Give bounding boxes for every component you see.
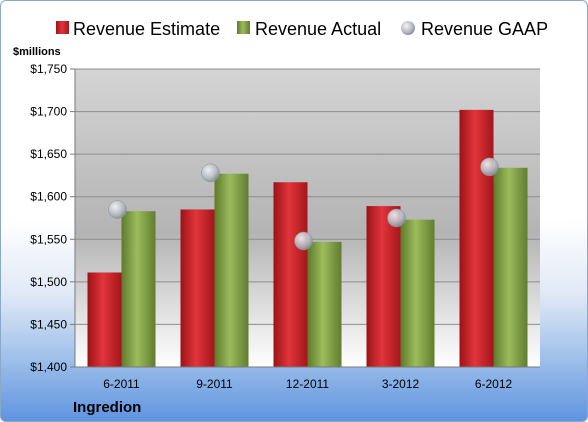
legend-label-estimate: Revenue Estimate xyxy=(73,19,220,39)
y-tick-label: $1,450 xyxy=(30,317,67,331)
y-tick-label: $1,550 xyxy=(30,232,67,246)
legend: Revenue Estimate Revenue Actual Revenue … xyxy=(56,19,548,39)
bar-revenue-actual xyxy=(121,211,156,367)
marker-revenue-gaap xyxy=(294,231,313,251)
y-tick-label: $1,650 xyxy=(30,147,67,161)
y-tick-label: $1,750 xyxy=(30,62,67,76)
bar-revenue-estimate xyxy=(87,272,122,367)
marker-revenue-gaap xyxy=(201,163,220,183)
x-axis: 6-2011 9-2011 12-2011 3-2012 6-2012 xyxy=(75,366,540,391)
legend-swatch-gaap xyxy=(401,21,415,35)
bar-revenue-estimate xyxy=(180,209,215,367)
bars xyxy=(87,109,528,368)
x-tick-label: 12-2011 xyxy=(286,377,329,391)
bar-revenue-actual xyxy=(307,241,342,367)
unit-label: $millions xyxy=(13,46,61,58)
y-axis: $1,400 $1,450 $1,500 $1,550 $1,600 $1,650 $1,7… xyxy=(30,62,76,374)
y-tick-label: $1,600 xyxy=(30,190,67,204)
marker-revenue-gaap xyxy=(387,208,406,228)
bar-revenue-estimate xyxy=(366,206,401,367)
x-tick-label: 9-2011 xyxy=(196,377,233,391)
y-tick-label: $1,400 xyxy=(30,360,67,374)
bar-revenue-actual xyxy=(493,167,528,367)
bar-revenue-estimate xyxy=(459,109,494,368)
y-tick-label: $1,500 xyxy=(30,275,67,289)
marker-revenue-gaap xyxy=(480,157,499,177)
legend-swatch-actual xyxy=(237,21,250,34)
legend-label-gaap: Revenue GAAP xyxy=(421,19,548,39)
x-tick-label: 3-2012 xyxy=(382,377,420,391)
company-label: Ingredion xyxy=(73,399,141,416)
bar-revenue-estimate xyxy=(273,182,308,367)
legend-swatch-estimate xyxy=(56,21,69,34)
x-tick-label: 6-2012 xyxy=(475,377,513,391)
bar-revenue-actual xyxy=(214,173,249,367)
bar-revenue-actual xyxy=(400,219,435,367)
marker-revenue-gaap xyxy=(108,200,127,219)
y-tick-label: $1,700 xyxy=(30,105,67,119)
x-tick-label: 6-2011 xyxy=(103,377,140,391)
legend-label-actual: Revenue Actual xyxy=(255,19,381,39)
